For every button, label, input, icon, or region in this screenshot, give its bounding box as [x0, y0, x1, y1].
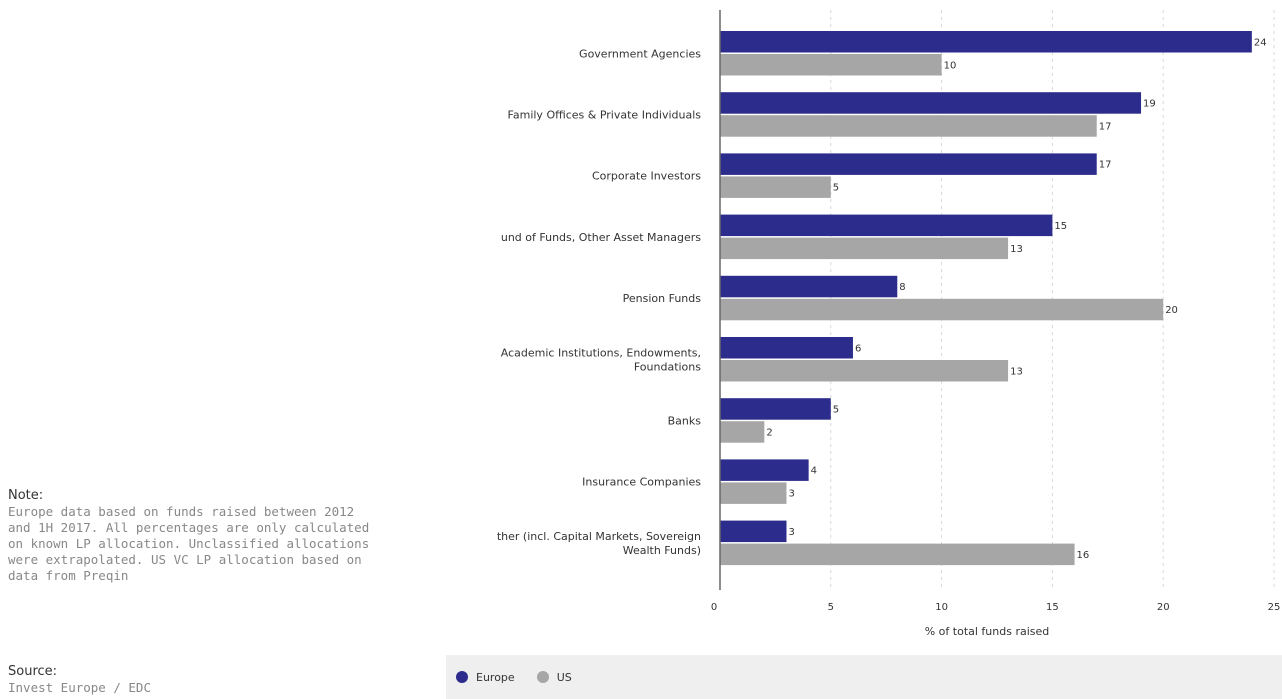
value-label-europe-8: 3 [788, 527, 794, 538]
value-label-europe-6: 5 [833, 404, 839, 415]
category-label-7-0: Insurance Companies [582, 476, 701, 489]
bar-us-8 [720, 543, 1075, 566]
category-label-1-0: Family Offices & Private Individuals [508, 108, 702, 121]
bar-europe-0 [720, 31, 1252, 53]
category-label-2-0: Corporate Investors [592, 170, 701, 183]
bar-europe-7 [720, 459, 809, 481]
legend-label-us: US [556, 670, 572, 684]
note-text: Europe data based on funds raised betwee… [8, 504, 370, 583]
x-tick-label-2: 10 [935, 602, 948, 613]
category-label-5-1: Foundations [634, 360, 701, 373]
bar-us-0 [720, 54, 942, 76]
value-label-us-7: 3 [788, 489, 794, 500]
bar-europe-6 [720, 398, 831, 420]
value-label-europe-7: 4 [811, 466, 817, 477]
category-label-0-0: Government Agencies [579, 47, 701, 60]
value-label-europe-4: 8 [899, 282, 905, 293]
value-label-europe-1: 19 [1143, 98, 1156, 109]
x-tick-label-3: 15 [1046, 602, 1059, 613]
bar-europe-2 [720, 153, 1097, 175]
value-label-us-6: 2 [766, 427, 772, 438]
value-label-us-0: 10 [944, 60, 957, 71]
value-label-europe-5: 6 [855, 343, 861, 354]
category-label-3-0: und of Funds, Other Asset Managers [501, 231, 701, 244]
legend-dot-europe [456, 671, 468, 683]
value-label-europe-0: 24 [1254, 37, 1267, 48]
x-tick-label-0: 0 [711, 602, 717, 613]
legend-dot-us [536, 671, 549, 683]
bar-europe-4 [720, 275, 898, 298]
bar-us-4 [720, 298, 1164, 321]
source-text: Invest Europe / EDC [8, 680, 151, 695]
x-tick-label-5: 25 [1268, 602, 1281, 613]
bar-europe-5 [720, 337, 853, 359]
value-label-us-2: 5 [833, 183, 839, 194]
category-label-6-0: Banks [668, 414, 702, 427]
legend-label-europe: Europe [476, 670, 515, 684]
x-axis-title: % of total funds raised [925, 625, 1050, 638]
value-label-us-4: 20 [1165, 305, 1178, 316]
category-label-8-1: Wealth Funds) [623, 544, 701, 557]
value-label-europe-3: 15 [1054, 221, 1067, 232]
bar-us-7 [720, 482, 787, 504]
value-label-us-8: 16 [1077, 550, 1090, 561]
category-label-8-0: ther (incl. Capital Markets, Sovereign [497, 530, 701, 543]
legend-item-europe[interactable]: Europe [456, 671, 515, 684]
note-heading: Note: [8, 488, 44, 503]
source-heading: Source: [8, 664, 58, 679]
value-label-us-3: 13 [1010, 244, 1023, 255]
source-block: Source: Invest Europe / EDC [8, 664, 378, 696]
value-label-us-1: 17 [1099, 121, 1112, 132]
bar-us-6 [720, 421, 765, 443]
bar-europe-8 [720, 520, 787, 543]
bar-us-2 [720, 176, 831, 198]
value-label-us-5: 13 [1010, 366, 1023, 377]
category-label-4-0: Pension Funds [623, 292, 702, 305]
bar-us-3 [720, 237, 1009, 260]
bar-us-1 [720, 115, 1097, 137]
x-tick-label-1: 5 [828, 602, 834, 613]
x-tick-label-4: 20 [1157, 602, 1170, 613]
note-block: Note: Europe data based on funds raised … [8, 488, 378, 584]
category-label-5-0: Academic Institutions, Endowments, [501, 346, 701, 359]
legend: Europe US [446, 655, 1282, 699]
bar-europe-3 [720, 214, 1053, 237]
legend-item-us[interactable]: US [536, 670, 572, 684]
value-label-europe-2: 17 [1099, 160, 1112, 171]
bar-us-5 [720, 360, 1009, 382]
bar-europe-1 [720, 92, 1142, 114]
